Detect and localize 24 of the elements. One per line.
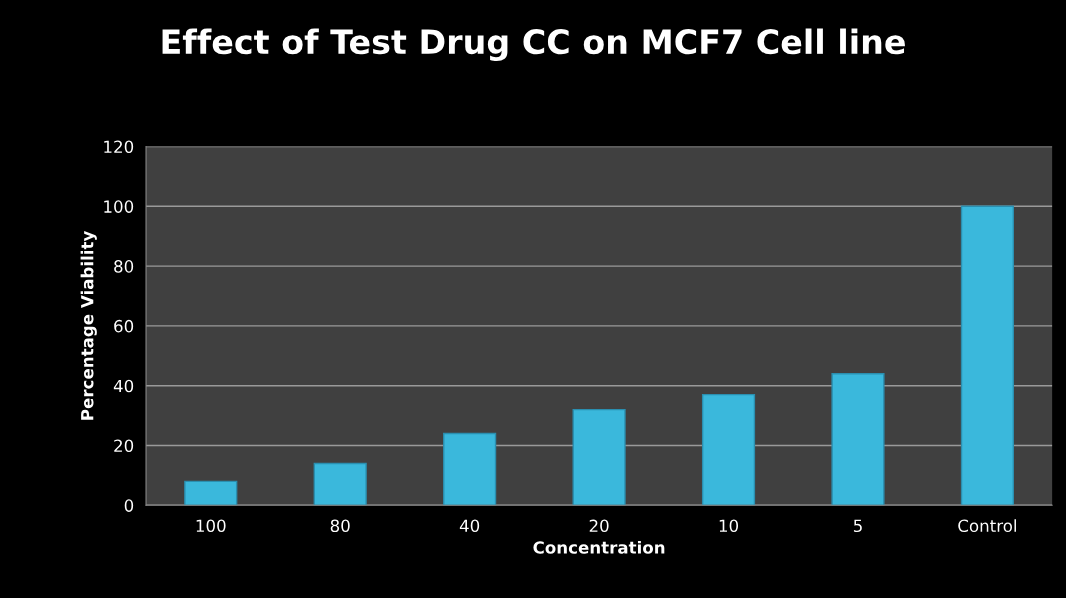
bar (184, 480, 238, 506)
x-tick-label: 100 (196, 519, 226, 533)
x-tick-label: 5 (853, 519, 862, 533)
bar (443, 432, 497, 506)
x-tick-label: 10 (719, 519, 739, 533)
x-axis-title: Concentration (533, 540, 665, 554)
y-tick-label: 0 (124, 499, 134, 512)
bar (701, 393, 756, 506)
x-tick-label: 80 (330, 519, 350, 533)
y-axis-title: Percentage Viability (80, 230, 97, 420)
y-tick-label: 100 (104, 200, 134, 213)
y-tick-label: 120 (104, 140, 134, 154)
x-tick-label: Control (958, 519, 1016, 533)
y-tick-label: 40 (113, 379, 134, 393)
x-tick-label: 20 (589, 519, 609, 533)
x-tick-label: 40 (459, 519, 480, 533)
bar (960, 205, 1015, 506)
y-tick-label: 20 (114, 439, 134, 453)
chart-title: Effect of Test Drug CC on MCF7 Cell line (162, 28, 905, 62)
y-tick-label: 80 (114, 260, 134, 273)
bar (831, 373, 885, 506)
bar (313, 462, 367, 506)
y-tick-label: 60 (114, 319, 134, 333)
bar (572, 408, 626, 506)
